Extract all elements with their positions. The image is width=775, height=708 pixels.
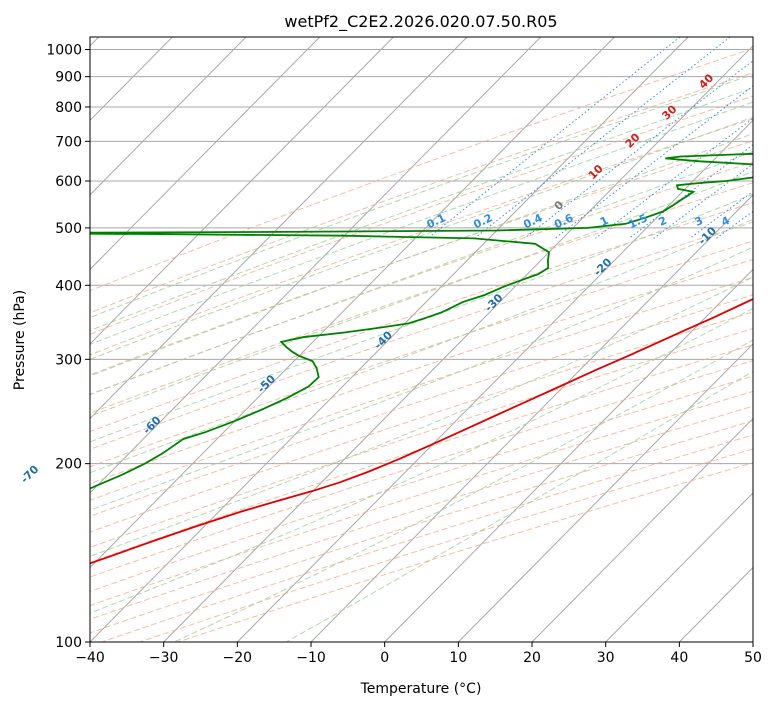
mixing-ratio-line: [523, 60, 753, 239]
background-lines: [90, 37, 775, 642]
isotherm: [90, 37, 247, 196]
mixing-ratio-line: [427, 37, 681, 239]
moist-adiabat: [90, 73, 753, 319]
dewpoint-line: [90, 152, 753, 490]
dry-adiabat: [90, 276, 753, 501]
y-tick-label: 200: [55, 457, 82, 473]
mixing-ratio-label: 3: [693, 214, 705, 229]
dry-adiabat: [90, 311, 753, 533]
dry-adiabat: [177, 462, 753, 642]
isotherm: [236, 119, 753, 642]
moist-adiabat: [173, 339, 753, 642]
dry-adiabat-label: -40: [372, 328, 395, 351]
dry-adiabat-label: -60: [140, 413, 163, 436]
mixing-ratio-line: [595, 117, 753, 239]
isotherm: [90, 37, 542, 494]
dry-adiabat-label: -20: [591, 255, 614, 278]
y-tick-label: 1000: [46, 43, 82, 59]
dry-adiabat: [90, 375, 753, 592]
isotherm: [90, 37, 394, 345]
chart-title: wetPf2_C2E2.2026.020.07.50.R05: [284, 12, 557, 32]
x-tick-label: −40: [75, 650, 105, 666]
mixing-ratio-line: [653, 163, 753, 239]
isotherm: [752, 641, 753, 642]
y-tick-label: 400: [55, 278, 82, 294]
mixing-ratio-line: [716, 210, 753, 239]
y-tick-label: 500: [55, 221, 82, 237]
y-ticks: 100 200 300 400 500 600 700 800 900 1000: [46, 43, 90, 651]
moist-adiabat-label: 10: [586, 162, 606, 182]
dry-adiabat: [90, 182, 753, 414]
dry-adiabat: [90, 161, 753, 395]
moist-adiabat-label: 0: [552, 198, 567, 213]
isotherm: [90, 37, 321, 271]
dry-adiabat-label: -50: [255, 372, 278, 395]
mixing-ratio-line: [474, 37, 731, 239]
isotherm: [163, 45, 753, 642]
moist-adiabat: [90, 218, 753, 474]
x-axis-label: Temperature (°C): [360, 681, 482, 697]
isotherm: [457, 343, 753, 642]
isotherm: [384, 268, 753, 642]
x-tick-label: 50: [744, 650, 762, 666]
moist-adiabat: [90, 87, 753, 332]
x-tick-label: 40: [670, 650, 688, 666]
dry-adiabat: [90, 47, 753, 292]
dry-adiabat-label: -70: [18, 463, 41, 486]
y-tick-label: 300: [55, 352, 82, 368]
dry-adiabat: [90, 221, 753, 450]
moist-adiabat: [90, 246, 753, 511]
dry-adiabat: [90, 118, 753, 356]
dry-adiabat: [90, 327, 753, 548]
isotherm: [531, 417, 753, 642]
x-tick-label: 30: [597, 650, 615, 666]
x-tick-label: −30: [149, 650, 179, 666]
isotherm: [90, 37, 468, 420]
dry-adiabat: [90, 258, 753, 485]
y-tick-label: 700: [55, 134, 82, 150]
moist-adiabat: [90, 171, 753, 417]
x-tick-label: 0: [380, 650, 389, 666]
dry-adiabat: [101, 434, 753, 642]
x-tick-label: 20: [523, 650, 541, 666]
isotherm: [605, 492, 753, 642]
x-tick-label: −10: [296, 650, 326, 666]
moist-adiabat: [90, 132, 753, 377]
y-tick-label: 900: [55, 70, 82, 86]
dry-adiabat: [90, 95, 753, 335]
isotherm: [90, 37, 615, 569]
dry-adiabat: [90, 360, 753, 578]
dry-adiabat: [90, 420, 753, 634]
x-ticks: −40 −30 −20 −10 0 10 20 30 40 50: [75, 642, 762, 666]
line-labels: 0.10.20.40.611.5234-100-90-80-70-60-50-4…: [18, 71, 732, 486]
dry-adiabat: [90, 72, 753, 314]
plot-frame: [89, 36, 754, 643]
isotherm: [90, 37, 689, 642]
mixing-ratio-line: [755, 37, 775, 238]
x-tick-label: −20: [223, 650, 253, 666]
moist-adiabat: [285, 370, 753, 642]
y-tick-label: 100: [55, 635, 82, 651]
y-axis-label: Pressure (hPa): [12, 290, 28, 390]
y-tick-label: 800: [55, 100, 82, 116]
y-tick-label: 600: [55, 174, 82, 190]
mixing-ratio-label: 2: [657, 214, 669, 229]
isotherm: [310, 194, 753, 642]
x-tick-label: 10: [449, 650, 467, 666]
series-group: [90, 152, 753, 565]
temperature-line: [90, 298, 753, 565]
